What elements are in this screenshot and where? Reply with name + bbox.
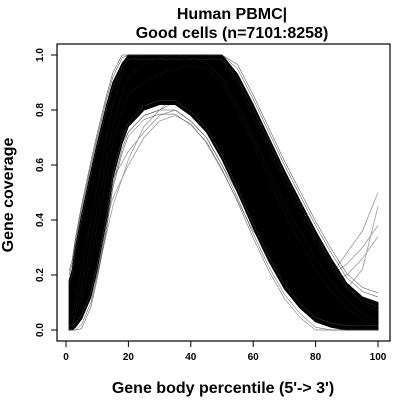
x-tick-label-40: 40 xyxy=(185,352,197,363)
fringe-lower-3 xyxy=(69,113,378,331)
y-tick-label-0.4: 0.4 xyxy=(35,213,46,227)
y-tick-label-0.0: 0.0 xyxy=(35,323,46,337)
x-tick-label-0: 0 xyxy=(63,352,69,363)
x-tick-label-100: 100 xyxy=(370,352,387,363)
fringe-lower-2 xyxy=(69,100,378,327)
y-tick-label-0.8: 0.8 xyxy=(35,103,46,117)
y-axis: 0.0 0.2 0.4 0.6 0.8 1.0 xyxy=(35,48,58,337)
y-tick-label-1.0: 1.0 xyxy=(35,48,46,62)
y-tick-label-0.6: 0.6 xyxy=(35,158,46,172)
x-tick-label-60: 60 xyxy=(248,352,260,363)
plot-area xyxy=(68,54,379,331)
x-axis: 0 20 40 60 80 100 xyxy=(63,340,387,363)
fringe-lower-1 xyxy=(69,109,378,331)
y-tick-label-0.2: 0.2 xyxy=(35,268,46,282)
coverage-curve-1 xyxy=(68,54,379,325)
chart-subtitle: Good cells (n=7101:8258) xyxy=(136,25,329,42)
x-axis-label: Gene body percentile (5'-> 3') xyxy=(112,380,334,397)
x-tick-label-20: 20 xyxy=(123,352,135,363)
y-axis-label: Gene coverage xyxy=(0,138,17,253)
fringe-upper-2 xyxy=(68,58,379,307)
chart-title: Human PBMC| xyxy=(177,6,287,23)
coverage-curve-3 xyxy=(68,54,379,320)
coverage-curve-2 xyxy=(68,65,379,328)
x-tick-label-80: 80 xyxy=(310,352,322,363)
